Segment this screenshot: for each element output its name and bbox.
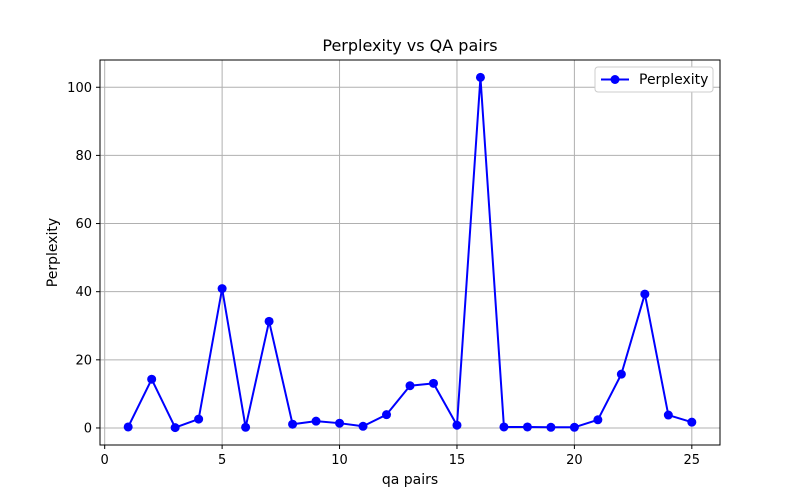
data-point bbox=[593, 415, 603, 425]
legend: Perplexity bbox=[594, 66, 714, 93]
y-axis-title: Perplexity bbox=[45, 218, 61, 287]
plot-frame bbox=[99, 59, 721, 446]
data-point bbox=[311, 416, 321, 426]
data-point bbox=[663, 410, 673, 420]
data-point bbox=[546, 422, 556, 432]
data-point bbox=[264, 316, 274, 326]
legend-label: Perplexity bbox=[639, 72, 708, 88]
x-axis-title: qa pairs bbox=[382, 472, 438, 488]
data-point bbox=[452, 420, 462, 430]
data-point bbox=[147, 374, 157, 384]
data-point bbox=[522, 422, 532, 432]
y-tick-label: 60 bbox=[75, 217, 92, 232]
series-layer bbox=[123, 72, 697, 433]
data-point bbox=[123, 422, 133, 432]
y-tick-label: 20 bbox=[75, 353, 92, 368]
legend-box bbox=[594, 66, 714, 93]
y-tick-label: 80 bbox=[75, 149, 92, 164]
data-point bbox=[428, 378, 438, 388]
data-point bbox=[288, 419, 298, 429]
data-point bbox=[499, 422, 509, 432]
series-line bbox=[127, 76, 693, 429]
y-tick-label: 40 bbox=[75, 285, 92, 300]
x-tick-label: 5 bbox=[218, 453, 226, 468]
chart-title: Perplexity vs QA pairs bbox=[322, 36, 497, 55]
data-point bbox=[217, 284, 227, 294]
data-point bbox=[687, 417, 697, 427]
data-point bbox=[170, 423, 180, 433]
data-point bbox=[358, 421, 368, 431]
data-point bbox=[569, 422, 579, 432]
ticks: 0 5 10 15 20 25 0 20 40 60 80 100 bbox=[67, 81, 700, 468]
x-tick-label: 25 bbox=[684, 453, 701, 468]
legend-marker bbox=[610, 75, 620, 84]
x-tick-label: 15 bbox=[449, 453, 466, 468]
data-point bbox=[405, 381, 415, 391]
data-point bbox=[616, 369, 626, 379]
data-point bbox=[241, 422, 251, 432]
data-point bbox=[382, 410, 392, 420]
x-tick-label: 10 bbox=[331, 453, 348, 468]
x-tick-label: 0 bbox=[101, 453, 109, 468]
data-point bbox=[194, 414, 204, 424]
data-point bbox=[335, 418, 345, 428]
y-tick-label: 0 bbox=[84, 421, 92, 436]
x-tick-label: 20 bbox=[566, 453, 583, 468]
data-point bbox=[640, 289, 650, 299]
y-tick-label: 100 bbox=[67, 81, 92, 96]
grid bbox=[100, 60, 720, 445]
data-point bbox=[475, 72, 485, 82]
